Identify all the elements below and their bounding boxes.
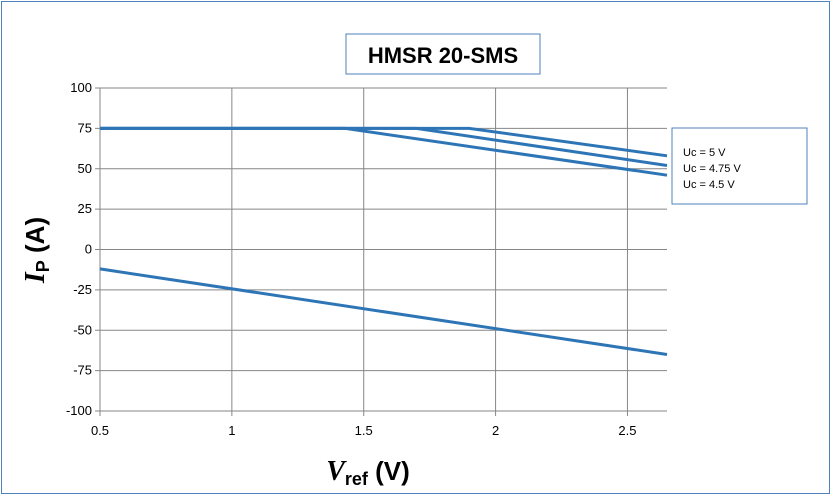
y-tick-label: 100 [70, 80, 92, 95]
y-tick-label: -100 [66, 403, 92, 418]
y-tick-label: 25 [78, 201, 92, 216]
y-tick-label: 50 [78, 161, 92, 176]
y-tick-label: -25 [73, 282, 92, 297]
y-tick-labels: 100 75 50 25 0 -25 -50 -75 -100 [66, 80, 92, 418]
legend: Uc = 5 V Uc = 4.75 V Uc = 4.5 V [683, 147, 741, 191]
series-line-2 [100, 126, 668, 177]
grid [95, 87, 667, 416]
title-box [345, 33, 541, 75]
y-tick-label: -75 [73, 363, 92, 378]
y-tick-label: -50 [73, 322, 92, 337]
y-axis-label: IP (A) [20, 217, 53, 284]
x-tick-label: 1 [228, 423, 235, 438]
x-tick-labels: 0.5 1 1.5 2 2.5 [91, 423, 637, 438]
legend-entry-1: Uc = 4.75 V [683, 163, 741, 175]
legend-entry-2: Uc = 4.5 V [683, 179, 735, 191]
legend-box [671, 127, 808, 205]
series-line-3 [99, 267, 668, 356]
x-tick-label: 2.5 [618, 423, 636, 438]
chart-title: HMSR 20-SMS [368, 43, 518, 68]
x-axis-label: Vref (V) [326, 456, 410, 489]
y-tick-label: 75 [78, 120, 92, 135]
y-tick-label: 0 [85, 242, 92, 257]
x-tick-label: 2 [492, 423, 499, 438]
legend-entry-0: Uc = 5 V [683, 147, 726, 159]
series-lines [99, 126, 668, 356]
x-tick-label: 0.5 [91, 423, 109, 438]
x-tick-label: 1.5 [355, 423, 373, 438]
